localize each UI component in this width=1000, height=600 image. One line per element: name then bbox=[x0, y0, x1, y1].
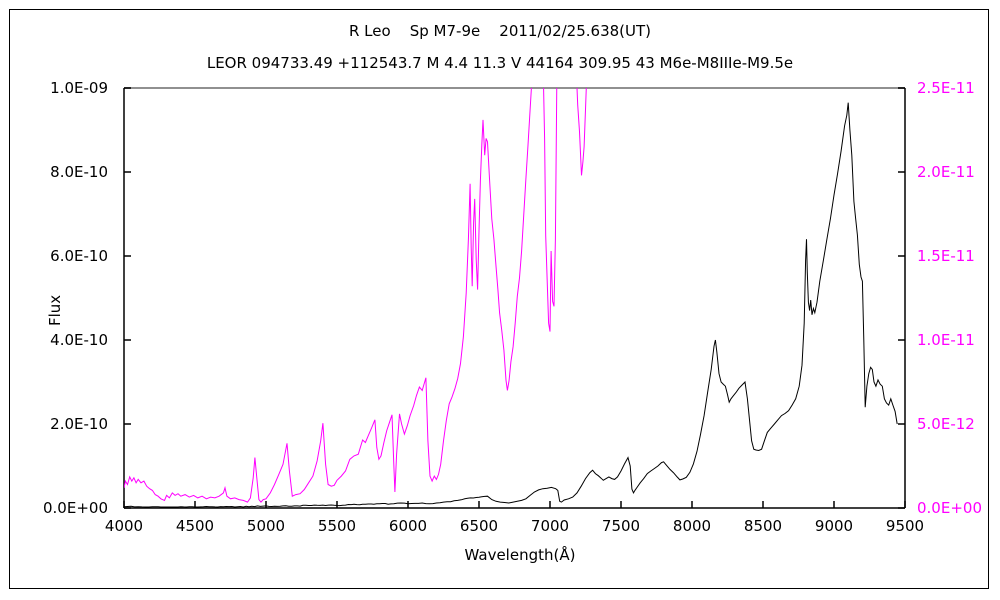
x-tick-label: 5500 bbox=[317, 517, 357, 535]
axis-ticks bbox=[123, 87, 906, 509]
x-tick-label: 7500 bbox=[601, 517, 641, 535]
x-tick-label: 7000 bbox=[530, 517, 570, 535]
y-right-tick-label: 5.0E-12 bbox=[917, 415, 975, 433]
x-tick-label: 4000 bbox=[104, 517, 144, 535]
x-tick-label: 4500 bbox=[175, 517, 215, 535]
x-tick-label: 6000 bbox=[388, 517, 428, 535]
y-left-tick-label: 8.0E-10 bbox=[50, 163, 108, 181]
y-right-tick-label: 2.5E-11 bbox=[917, 79, 975, 97]
y-right-tick-label: 1.5E-11 bbox=[917, 247, 975, 265]
x-axis-label-wavelength: Wavelength(Å) bbox=[464, 546, 576, 564]
x-tick-label: 9500 bbox=[885, 517, 925, 535]
x-tick-label: 8500 bbox=[743, 517, 783, 535]
x-tick-label: 6500 bbox=[459, 517, 499, 535]
plot-frame bbox=[123, 87, 906, 509]
y-left-tick-label: 6.0E-10 bbox=[50, 247, 108, 265]
outer-border bbox=[9, 9, 989, 589]
x-tick-label: 8000 bbox=[672, 517, 712, 535]
y-left-tick-label: 0.0E+00 bbox=[43, 499, 108, 517]
chart-subtitle: LEOR 094733.49 +112543.7 M 4.4 11.3 V 44… bbox=[206, 54, 794, 72]
y-right-tick-label: 0.0E+00 bbox=[917, 499, 982, 517]
y-right-tick-label: 2.0E-11 bbox=[917, 163, 975, 181]
black-spectrum-curve bbox=[124, 102, 898, 508]
y-right-tick-label: 1.0E-11 bbox=[917, 331, 975, 349]
chart-title: R Leo Sp M7-9e 2011/02/25.638(UT) bbox=[348, 22, 651, 40]
spectra-curves bbox=[124, 88, 898, 508]
y-left-tick-label: 1.0E-09 bbox=[50, 79, 108, 97]
y-left-tick-label: 4.0E-10 bbox=[50, 331, 108, 349]
x-tick-label: 9000 bbox=[814, 517, 854, 535]
x-tick-label: 5000 bbox=[246, 517, 286, 535]
magenta-spectrum-curve bbox=[124, 88, 587, 503]
y-left-tick-label: 2.0E-10 bbox=[50, 415, 108, 433]
